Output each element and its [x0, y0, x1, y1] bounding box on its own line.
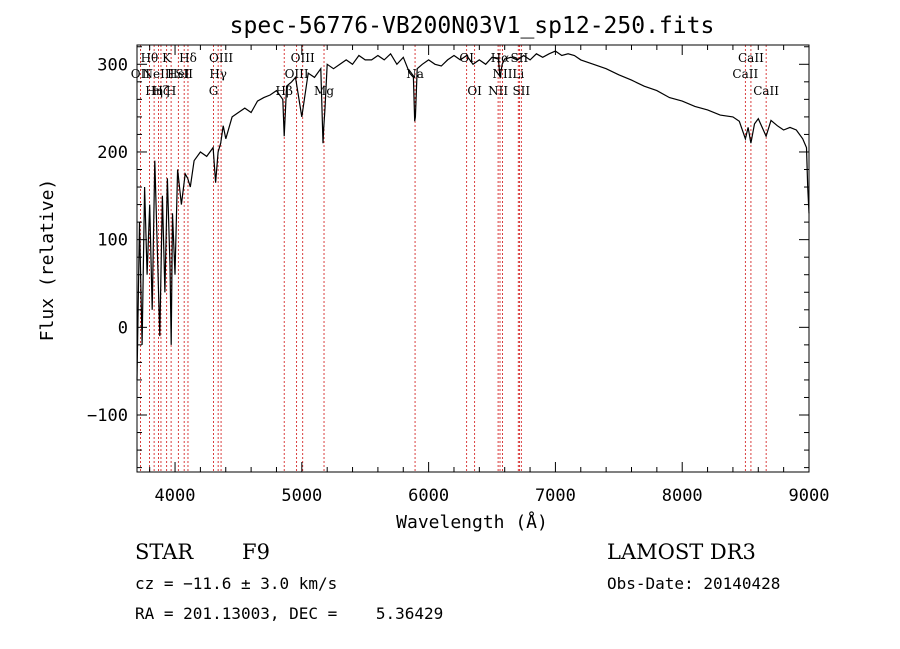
line-label: CaII — [732, 67, 758, 81]
line-label: SII — [175, 67, 193, 81]
line-label: H — [166, 84, 176, 98]
line-label: SII — [512, 84, 530, 98]
y-axis-ticks: −100 0 100 200 300 — [87, 46, 809, 469]
line-label: OIII — [209, 51, 233, 65]
line-label: OI — [467, 84, 482, 98]
x-tick-label: 7000 — [535, 486, 576, 506]
line-label: Mg — [314, 84, 334, 98]
y-tick-label: 0 — [118, 318, 128, 338]
redshift-value: cz = −11.6 ± 3.0 km/s — [135, 574, 338, 593]
emission-line-labels: OIIHθHηNeIIIHζKHHeISIIHδGHγOIIIHβOIIIOII… — [131, 51, 780, 98]
x-tick-label: 8000 — [662, 486, 703, 506]
object-class: STAR — [135, 540, 194, 564]
emission-line-markers — [140, 45, 767, 472]
line-label: Hδ — [179, 51, 197, 65]
sky-coordinates: RA = 201.13003, DEC = 5.36429 — [135, 604, 444, 623]
plot-frame — [136, 44, 810, 473]
y-axis-label: Flux (relative) — [37, 179, 58, 342]
line-label: NeIII — [143, 67, 175, 81]
line-label: Hζ — [152, 84, 169, 98]
x-tick-label: 5000 — [281, 486, 322, 506]
line-label: Li — [512, 67, 524, 81]
line-label: NII — [493, 67, 513, 81]
x-tick-label: 6000 — [408, 486, 449, 506]
y-tick-label: 300 — [97, 55, 128, 75]
x-tick-label: 9000 — [789, 486, 830, 506]
line-label: HeI — [167, 67, 190, 81]
line-label: K — [162, 51, 172, 65]
line-label: Hγ — [209, 67, 227, 81]
x-tick-label: 4000 — [155, 486, 196, 506]
line-label: NII — [488, 84, 508, 98]
survey-name: LAMOST DR3 — [607, 540, 756, 564]
line-label: CaII — [753, 84, 779, 98]
line-label: G — [209, 84, 219, 98]
line-label: Hθ — [141, 51, 159, 65]
spectrum-line — [136, 50, 810, 380]
object-subclass: F9 — [242, 540, 270, 564]
x-axis-ticks: 4000 5000 6000 7000 8000 9000 — [149, 45, 830, 506]
line-label: OIII — [285, 67, 309, 81]
y-tick-label: 200 — [97, 143, 128, 163]
line-label: Hη — [145, 84, 163, 98]
line-label: Hα — [491, 51, 510, 65]
line-label: Na — [406, 67, 424, 81]
line-label: OIII — [291, 51, 315, 65]
line-label: OII — [131, 67, 151, 81]
line-label: Hβ — [276, 84, 293, 98]
y-tick-label: 100 — [97, 231, 128, 251]
line-label: CaII — [738, 51, 764, 65]
observation-date: Obs-Date: 20140428 — [607, 574, 781, 593]
y-tick-label: −100 — [87, 406, 128, 426]
chart-title: spec-56776-VB200N03V1_sp12-250.fits — [230, 13, 715, 39]
x-axis-label: Wavelength (Å) — [396, 511, 548, 533]
